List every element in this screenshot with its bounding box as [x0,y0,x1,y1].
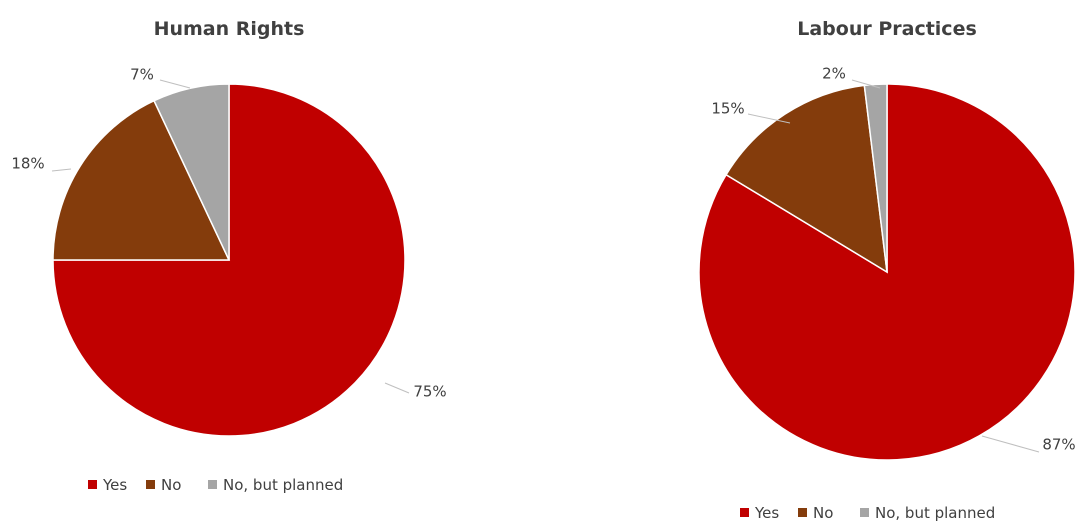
human-rights-slice-yes [52,83,406,437]
labour-practices-leader-line-yes [981,435,1040,453]
human-rights-legend-label-yes: Yes [102,476,127,494]
human-rights-slice-no-but-planned [153,83,230,261]
labour-practices-legend-swatch-no [798,508,807,517]
labour-practices-slice-no-but-planned [863,83,888,273]
human-rights-legend-swatch-no [146,480,155,489]
labour-practices-data-label-no: 15% [711,100,744,118]
human-rights-leader-line-no-but-planned [159,79,191,89]
human-rights-legend-swatch-yes [88,480,97,489]
labour-practices-data-label-no-but-planned: 2% [822,65,846,83]
labour-practices-legend-label-no: No [813,504,833,522]
labour-practices-leader-line-no [747,113,791,124]
human-rights-legend-swatch-no-but-planned [208,480,217,489]
human-rights-legend-label-no-but-planned: No, but planned [223,476,343,494]
labour-practices-title: Labour Practices [797,18,977,40]
labour-practices-legend-swatch-yes [740,508,749,517]
labour-practices-slice-no [725,84,888,274]
human-rights-leader-line-yes [384,382,410,394]
human-rights-data-label-no-but-planned: 7% [130,66,154,84]
human-rights-data-label-yes: 75% [413,383,446,401]
human-rights-slice-no [52,99,231,261]
human-rights-data-label-no: 18% [11,155,44,173]
labour-practices-leader-line-no-but-planned [851,79,881,89]
labour-practices-legend-swatch-no-but-planned [860,508,869,517]
human-rights-title: Human Rights [154,18,305,40]
human-rights-legend-label-no: No [161,476,181,494]
labour-practices-legend-label-yes: Yes [754,504,779,522]
human-rights-leader-line-no [51,168,72,172]
labour-practices-legend-label-no-but-planned: No, but planned [875,504,995,522]
labour-practices-data-label-yes: 87% [1042,436,1075,454]
